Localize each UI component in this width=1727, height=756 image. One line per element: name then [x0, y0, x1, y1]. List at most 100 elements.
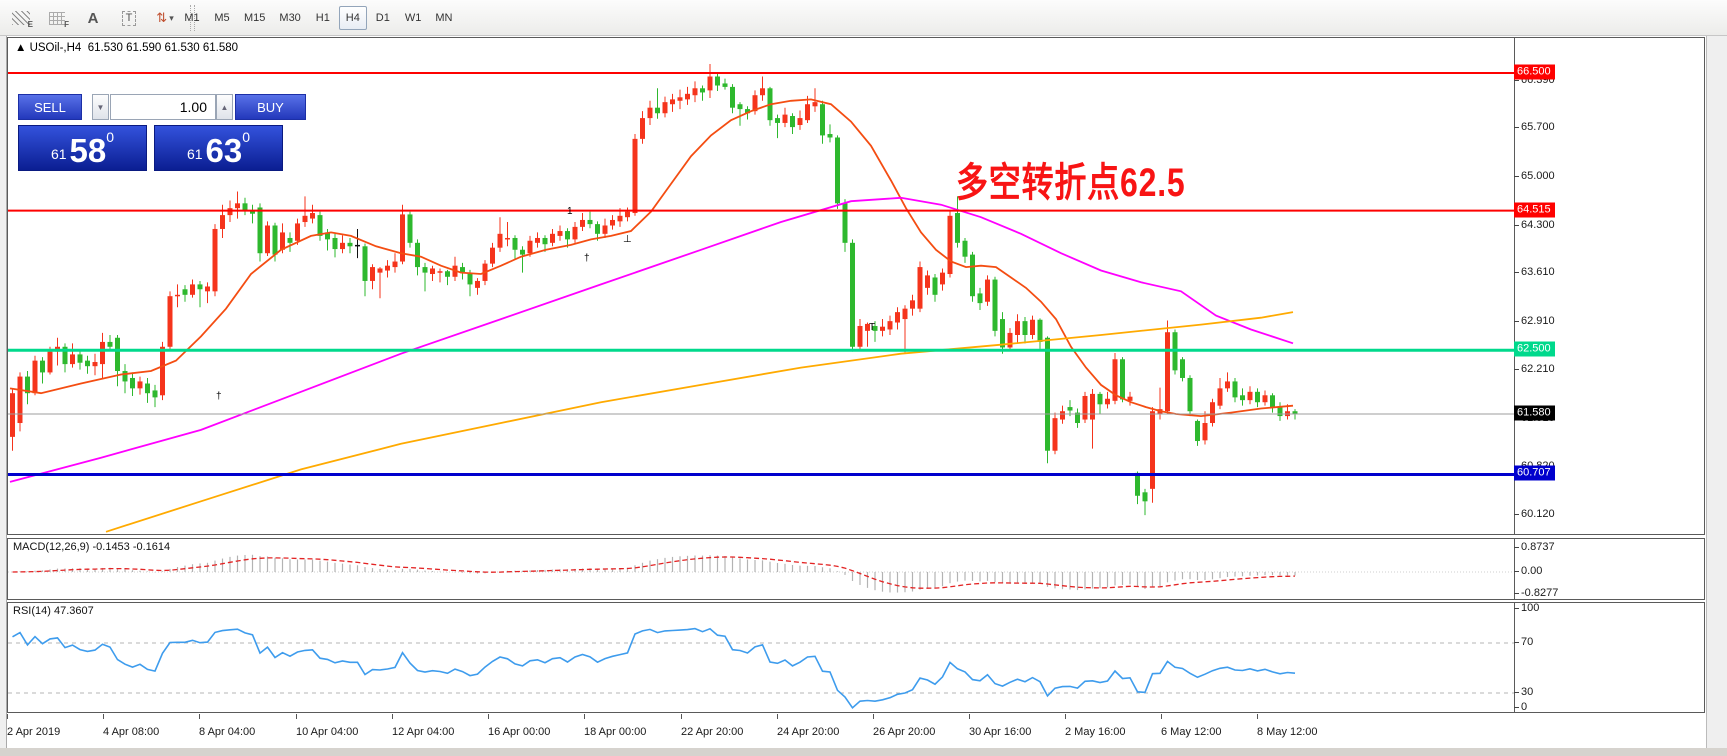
sell-price-pips: 58: [69, 132, 107, 169]
draw-grid-tool-icon[interactable]: F: [42, 5, 72, 31]
time-axis-label: 12 Apr 04:00: [392, 726, 455, 738]
timeframe-m30[interactable]: M30: [279, 12, 301, 24]
main-chart-panel[interactable]: † 1 † ⊥ T ▲ USOil-,H4 61.530 61.590 61.530 6…: [7, 37, 1705, 535]
ma-fast-line: [9, 98, 1294, 418]
price-axis-tick: 65.700: [1521, 121, 1555, 134]
rsi-line: [12, 627, 1296, 709]
rsi-plot: [8, 627, 1514, 709]
time-axis-tick-mark: [296, 714, 297, 719]
buy-price-display[interactable]: 61 63 0: [154, 125, 283, 171]
time-axis-label: 8 May 12:00: [1257, 726, 1318, 738]
timeframe-h4[interactable]: H4: [338, 6, 367, 30]
time-axis-tick-mark: [873, 714, 874, 719]
time-axis-label: 24 Apr 20:00: [777, 726, 840, 738]
time-axis-label: 4 Apr 08:00: [103, 726, 160, 738]
top-toolbar: E F A T ⇅ ▾ M1 M5 M15 M30 H1 H4 D1 W1 MN: [0, 0, 1727, 36]
time-axis-tick-mark: [392, 714, 393, 719]
timeframe-m15[interactable]: M15: [244, 12, 266, 24]
chart-object-mark: T: [869, 322, 875, 333]
toolbar-separator: [190, 5, 195, 31]
axis-tick-mark: [1514, 320, 1519, 322]
macd-signal-line: [12, 556, 1296, 589]
ohlc-quote: 61.530 61.590 61.530 61.580: [87, 42, 239, 54]
pivot-line-price-label: 62.500: [1514, 341, 1555, 357]
axis-tick-mark: [1514, 692, 1519, 693]
rsi-axis-tick: 0: [1521, 701, 1528, 713]
drawing-tools-group: E F A T ⇅ ▾: [6, 3, 199, 33]
axis-tick-mark: [1514, 224, 1519, 226]
rsi-label: RSI(14) 47.3607: [13, 605, 94, 617]
timeframe-w1[interactable]: W1: [404, 12, 422, 24]
time-axis-tick-mark: [1257, 714, 1258, 719]
sell-button[interactable]: SELL: [18, 94, 82, 120]
time-axis-tick-mark: [681, 714, 682, 719]
window-left-edge: [0, 36, 7, 756]
axis-tick-mark: [1514, 608, 1519, 609]
volume-increase-button[interactable]: ▲: [216, 94, 233, 120]
timeframe-m1[interactable]: M1: [184, 12, 200, 24]
time-axis-label: 22 Apr 20:00: [681, 726, 744, 738]
timeframe-d1[interactable]: D1: [375, 12, 390, 24]
rsi-axis-tick: 100: [1521, 602, 1540, 614]
price-axis-tick: 62.210: [1521, 363, 1555, 376]
macd-values: -0.1453 -0.1614: [92, 541, 171, 553]
timeframe-mn[interactable]: MN: [435, 12, 453, 24]
sell-price-display[interactable]: 61 58 0: [18, 125, 147, 171]
time-axis-label: 8 Apr 04:00: [199, 726, 256, 738]
rsi-axis-border: [1514, 603, 1515, 712]
draw-hatch-tool-icon[interactable]: E: [6, 5, 36, 31]
support-line-price-label: 60.707: [1514, 465, 1555, 481]
time-axis-label: 18 Apr 00:00: [584, 726, 647, 738]
axis-tick-mark: [1514, 79, 1519, 81]
resistance-line-price-label: 66.500: [1514, 64, 1555, 80]
status-strip: [0, 748, 1727, 756]
macd-panel[interactable]: MACD(12,26,9) -0.1453 -0.1614: [7, 538, 1705, 600]
chart-annotation-text: 多空转折点62.5: [956, 161, 1186, 205]
volume-decrease-button[interactable]: ▼: [92, 94, 109, 120]
time-axis-label: 2 May 16:00: [1065, 726, 1126, 738]
time-axis-label: 30 Apr 16:00: [969, 726, 1032, 738]
candle-series: [10, 64, 1298, 516]
timeframe-h1[interactable]: H1: [315, 12, 330, 24]
axis-tick-mark: [1514, 571, 1519, 572]
symbol-quote-line: ▲ USOil-,H4 61.530 61.590 61.530 61.580: [15, 42, 238, 54]
ma-mid-line: [9, 196, 1294, 483]
buy-button[interactable]: BUY: [235, 94, 306, 120]
text-label-tool-icon[interactable]: T: [114, 5, 144, 31]
sell-price-major: 61: [50, 146, 67, 162]
rsi-name: RSI(14): [13, 605, 51, 617]
time-axis-tick-mark: [1161, 714, 1162, 719]
macd-name: MACD(12,26,9): [13, 541, 90, 553]
time-axis-tick-mark: [777, 714, 778, 719]
macd-plot: [8, 554, 1514, 593]
text-tool-icon[interactable]: A: [87, 9, 99, 27]
time-axis-tick-mark: [1065, 714, 1066, 719]
timeframe-bar: M1 M5 M15 M30 H1 H4 D1 W1 MN: [178, 3, 458, 33]
resistance-line-price-label: 64.515: [1514, 202, 1555, 218]
timeframe-m5[interactable]: M5: [214, 12, 230, 24]
axis-tick-mark: [1514, 369, 1519, 371]
buy-price-major: 61: [186, 146, 203, 162]
time-axis-label: 6 May 12:00: [1161, 726, 1222, 738]
one-click-trading-panel: SELL ▼ ▲ BUY 61 58 0 61 63 0: [17, 94, 307, 173]
chart-object-mark: 1: [567, 206, 573, 217]
rsi-panel[interactable]: RSI(14) 47.3607: [7, 602, 1705, 713]
time-axis-label: 10 Apr 04:00: [296, 726, 359, 738]
macd-axis-tick: 0.8737: [1521, 541, 1555, 553]
chart-object-mark: †: [584, 253, 590, 264]
chart-object-mark: ⊥: [623, 234, 632, 245]
sell-price-point: 0: [106, 129, 115, 145]
price-axis-tick: 63.610: [1521, 266, 1555, 279]
rsi-axis-tick: 30: [1521, 686, 1534, 698]
volume-input[interactable]: [110, 94, 216, 120]
axis-tick-mark: [1514, 707, 1519, 708]
arrows-tool-icon[interactable]: ⇅ ▾: [156, 10, 174, 25]
buy-price-point: 0: [242, 129, 251, 145]
price-axis-border: [1514, 38, 1515, 534]
current-price-line-price-label: 61.580: [1514, 405, 1555, 421]
window-scrollbar-strip[interactable]: [1706, 36, 1727, 756]
axis-tick-mark: [1514, 547, 1519, 548]
time-axis-tick-mark: [199, 714, 200, 719]
ma-slow-line: [105, 311, 1294, 533]
candlestick-chart[interactable]: † 1 † ⊥ T: [8, 38, 1514, 534]
